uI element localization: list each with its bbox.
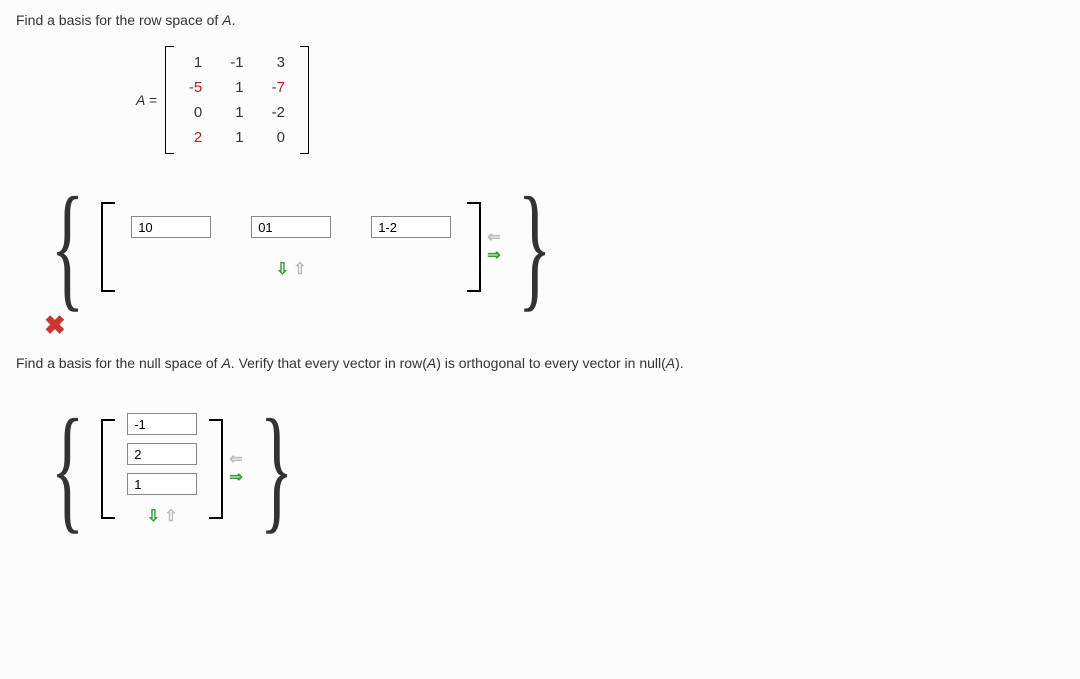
null-col-add-remove: ⇐ ⇒	[229, 452, 242, 486]
add-col-icon[interactable]: ⇒	[487, 248, 500, 264]
null-input-0[interactable]	[127, 413, 197, 435]
matrix-table: 1-13-51-701-2210	[175, 50, 299, 150]
matrix-cell: 1	[216, 125, 257, 150]
matrix-cell: 0	[258, 125, 299, 150]
null-input-2[interactable]	[127, 473, 197, 495]
incorrect-icon: ✖	[44, 310, 1064, 341]
brace-left: {	[51, 184, 85, 310]
col-add-remove: ⇐ ⇒	[487, 230, 500, 264]
matrix-cell: 1	[216, 75, 257, 100]
row-add-remove: ⇩ ⇧	[131, 262, 451, 278]
q2-post: ).	[675, 355, 684, 371]
null-row-add-remove: ⇩ ⇧	[127, 509, 197, 525]
matrix-cell: 3	[258, 50, 299, 75]
matrix-cell: 1	[216, 100, 257, 125]
null-remove-row-icon[interactable]: ⇧	[164, 509, 177, 525]
null-input-1[interactable]	[127, 443, 197, 465]
matrix-label: A =	[136, 92, 157, 108]
q1-var: A	[222, 12, 231, 28]
q2-var2: A	[427, 355, 436, 371]
matrix-brackets: 1-13-51-701-2210	[165, 46, 309, 154]
row-input-2[interactable]	[371, 216, 451, 238]
bracket-right	[467, 202, 481, 292]
matrix-cell: 0	[175, 100, 216, 125]
bracket-left	[101, 202, 115, 292]
add-row-icon[interactable]: ⇩	[276, 262, 289, 278]
q2-prompt: Find a basis for the null space of A. Ve…	[16, 355, 1064, 371]
matrix-cell: -2	[258, 100, 299, 125]
q2-var: A	[221, 355, 230, 371]
bracket-right-2	[209, 419, 223, 519]
q1-pre: Find a basis for the row space of	[16, 12, 222, 28]
row-space-answer: { ⇩ ⇧ ⇐ ⇒ }	[34, 184, 1064, 310]
q1-post: .	[232, 12, 236, 28]
null-add-row-icon[interactable]: ⇩	[147, 509, 160, 525]
matrix-cell: -5	[175, 75, 216, 100]
q1-prompt: Find a basis for the row space of A.	[16, 12, 1064, 28]
matrix-cell: 2	[175, 125, 216, 150]
row-inputs	[131, 216, 451, 238]
null-remove-col-icon[interactable]: ⇐	[229, 452, 242, 468]
remove-col-icon[interactable]: ⇐	[487, 230, 500, 246]
row-inputs-wrap: ⇩ ⇧	[121, 196, 461, 298]
q2-mid2: ) is orthogonal to every vector in null(	[436, 355, 666, 371]
brace-left-2: {	[51, 406, 85, 532]
null-inputs: ⇩ ⇧	[121, 401, 203, 537]
q2-var3: A	[666, 355, 675, 371]
row-input-0[interactable]	[131, 216, 211, 238]
null-space-answer: { ⇩ ⇧ ⇐ ⇒ }	[34, 401, 1064, 537]
null-add-col-icon[interactable]: ⇒	[229, 470, 242, 486]
q2-mid: . Verify that every vector in row(	[231, 355, 427, 371]
matrix-A: A = 1-13-51-701-2210	[136, 46, 1064, 154]
q2-pre: Find a basis for the null space of	[16, 355, 221, 371]
matrix-cell: 1	[175, 50, 216, 75]
matrix-cell: -7	[258, 75, 299, 100]
matrix-cell: -1	[216, 50, 257, 75]
brace-right-2: }	[259, 406, 293, 532]
remove-row-icon[interactable]: ⇧	[293, 262, 306, 278]
brace-right: }	[517, 184, 551, 310]
row-input-1[interactable]	[251, 216, 331, 238]
bracket-left-2	[101, 419, 115, 519]
